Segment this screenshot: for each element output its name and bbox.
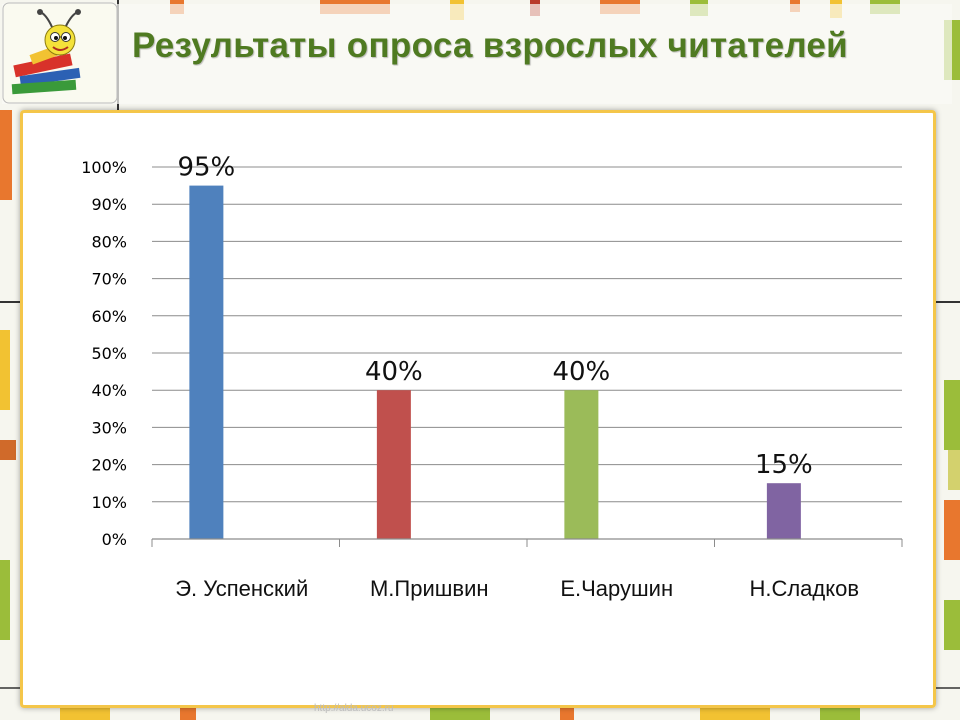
bar-chart: 0% 10% 20% 30% 40% 50% 60% 70% 80% 90% 100% 95% 40%… (81, 153, 903, 601)
category-labels: Э. Успенский М.Пришвин Е.Чарушин Н.Сладков (175, 576, 859, 601)
y-tick-label: 10% (91, 493, 127, 512)
y-tick-label: 20% (91, 456, 127, 475)
y-tick-label: 60% (91, 307, 127, 326)
data-label: 40% (365, 357, 423, 387)
bar (189, 185, 224, 539)
data-label: 15% (755, 450, 813, 480)
data-label: 95% (177, 153, 235, 183)
bar (564, 390, 599, 539)
y-tick-label: 0% (102, 530, 127, 549)
y-tick-label: 30% (91, 418, 127, 437)
x-axis (151, 538, 903, 547)
y-tick-label: 70% (91, 270, 127, 289)
category-label: М.Пришвин (370, 576, 489, 601)
y-tick-label: 100% (81, 158, 127, 177)
content-panel (20, 110, 936, 708)
category-label: Н.Сладков (749, 576, 859, 601)
reading-worm-with-books-icon (2, 2, 118, 104)
data-labels: 95% 40% 40% 15% (177, 153, 812, 481)
footer-url: http://alda.ucoz.ru (314, 703, 394, 714)
bar (376, 390, 411, 539)
y-tick-label: 90% (91, 195, 127, 214)
slide-title: Результаты опроса взрослых читателей (132, 26, 848, 65)
y-tick-label: 50% (91, 344, 127, 363)
y-axis-tick-labels: 0% 10% 20% 30% 40% 50% 60% 70% 80% 90% 100% (81, 158, 127, 549)
y-tick-label: 80% (91, 232, 127, 251)
data-label: 40% (552, 357, 610, 387)
y-tick-label: 40% (91, 381, 127, 400)
category-label: Е.Чарушин (560, 576, 673, 601)
bar (766, 483, 801, 539)
chart-bars (189, 185, 801, 539)
category-label: Э. Успенский (175, 576, 308, 601)
